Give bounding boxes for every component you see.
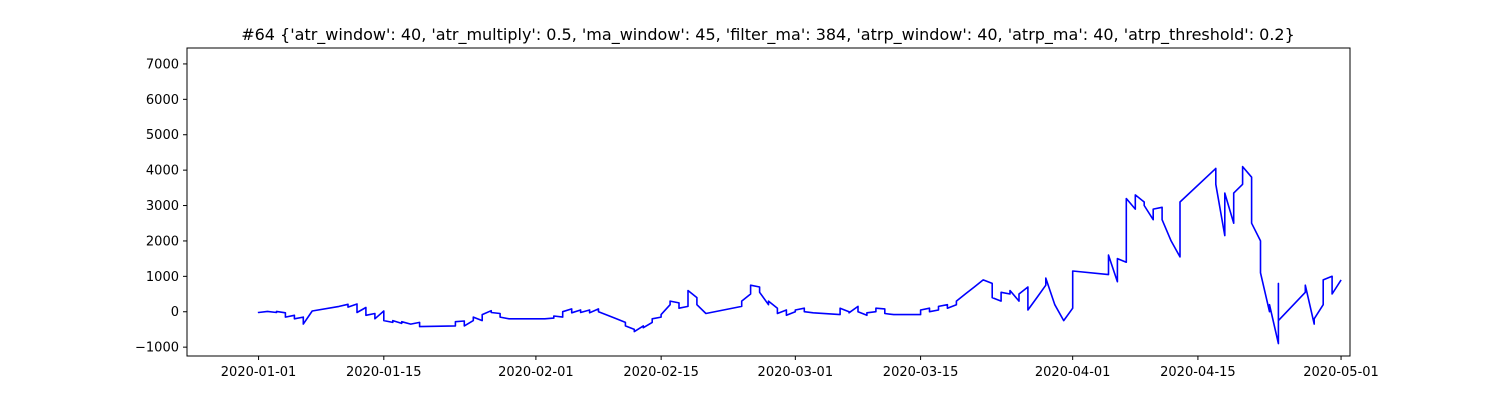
y-tick-label: 2000 (146, 234, 179, 249)
x-tick-label: 2020-01-15 (346, 365, 422, 380)
series-line-0 (257, 165, 1342, 345)
y-tick-label: 1000 (146, 270, 179, 285)
y-axis: −1000 0 1000 2000 3000 4000 5000 6000 7000 (135, 57, 187, 356)
y-tick-label: 0 (171, 305, 179, 320)
y-tick-label: −1000 (135, 341, 179, 356)
x-tick-label: 2020-02-01 (498, 365, 574, 380)
chart-title: #64 {'atr_window': 40, 'atr_multiply': 0… (241, 25, 1295, 45)
y-tick-label: 6000 (146, 93, 179, 108)
y-tick-label: 3000 (146, 199, 179, 214)
x-tick-label: 2020-05-01 (1303, 365, 1379, 380)
y-tick-label: 7000 (146, 57, 179, 72)
x-tick-label: 2020-02-15 (623, 365, 699, 380)
y-tick-label: 4000 (146, 164, 179, 179)
y-tick-label: 5000 (146, 128, 179, 143)
x-tick-label: 2020-01-01 (221, 365, 297, 380)
series-layer (257, 165, 1342, 345)
x-tick-label: 2020-04-15 (1160, 365, 1236, 380)
x-tick-label: 2020-04-01 (1035, 365, 1111, 380)
x-tick-label: 2020-03-15 (883, 365, 959, 380)
x-axis: 2020-01-01 2020-01-15 2020-02-01 2020-02-15… (221, 356, 1379, 380)
plot-area-frame (186, 47, 1351, 357)
x-tick-label: 2020-03-01 (758, 365, 834, 380)
